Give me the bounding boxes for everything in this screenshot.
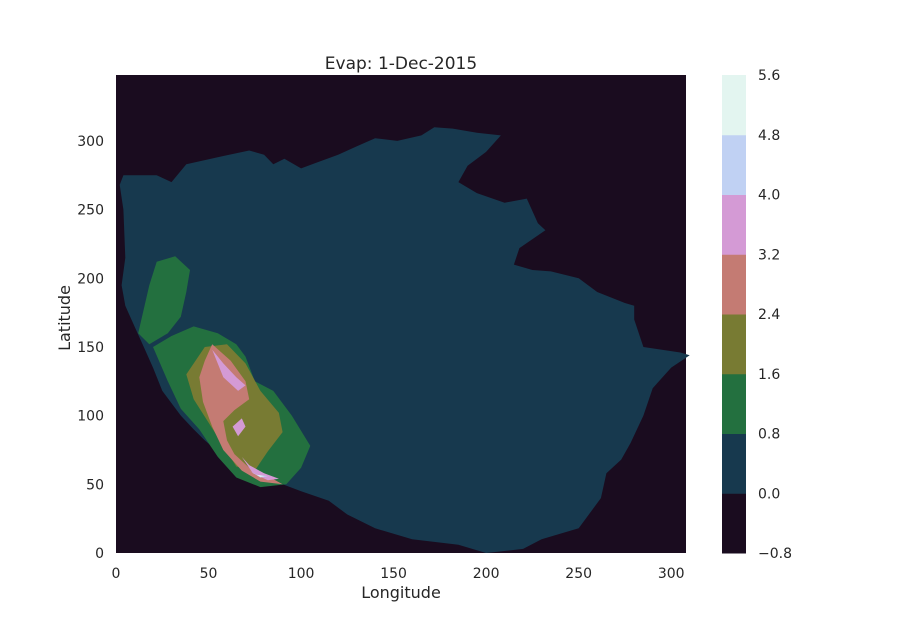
y-tick-label: 250 <box>77 203 104 219</box>
y-tick-label: 150 <box>77 340 104 356</box>
colorbar-tick-label: 5.6 <box>758 68 780 84</box>
y-axis-label: Latitude <box>55 285 74 351</box>
colorbar-band <box>722 134 746 195</box>
colorbar-tick-label: 4.8 <box>758 128 780 144</box>
x-tick-label: 200 <box>473 566 500 582</box>
contour-region-5 <box>212 349 246 391</box>
contour-region-4 <box>199 344 283 485</box>
y-tick-label: 50 <box>86 477 104 493</box>
colorbar-band <box>722 194 746 255</box>
x-tick-label: 0 <box>112 566 121 582</box>
y-axis: 0 50 100 150 200 250 300 <box>77 134 104 562</box>
x-axis-label: Longitude <box>361 583 441 602</box>
y-tick-label: 0 <box>95 546 104 562</box>
x-tick-label: 250 <box>565 566 592 582</box>
colorbar-band <box>722 75 746 136</box>
colorbar-band <box>722 433 746 494</box>
chart-title: Evap: 1-Dec-2015 <box>325 54 477 74</box>
colorbar: −0.8 0.0 0.8 1.6 2.4 3.2 4.0 4.8 5.6 <box>722 68 792 562</box>
colorbar-tick-label: 0.0 <box>758 486 780 502</box>
colorbar-tick-label: −0.8 <box>758 546 792 562</box>
contour-region-1 <box>138 256 190 345</box>
x-tick-label: 300 <box>658 566 685 582</box>
contour-region-8 <box>249 470 268 478</box>
colorbar-tick-label: 2.4 <box>758 307 780 323</box>
contour-region-9 <box>256 474 265 477</box>
x-axis: 0 50 100 150 200 250 300 <box>112 566 685 582</box>
y-tick-label: 300 <box>77 134 104 150</box>
x-tick-label: 150 <box>380 566 407 582</box>
y-tick-label: 100 <box>77 409 104 425</box>
colorbar-band <box>722 493 746 554</box>
x-tick-label: 50 <box>200 566 218 582</box>
colorbar-tick-label: 3.2 <box>758 247 780 263</box>
x-tick-label: 100 <box>288 566 315 582</box>
colorbar-tick-label: 1.6 <box>758 367 780 383</box>
plot-area <box>116 75 690 553</box>
colorbar-band <box>722 373 746 434</box>
colorbar-tick-label: 4.0 <box>758 188 780 204</box>
y-tick-label: 200 <box>77 271 104 287</box>
colorbar-band <box>722 314 746 375</box>
colorbar-band <box>722 254 746 315</box>
contour-region-6 <box>232 418 246 437</box>
colorbar-tick-label: 0.8 <box>758 427 780 443</box>
